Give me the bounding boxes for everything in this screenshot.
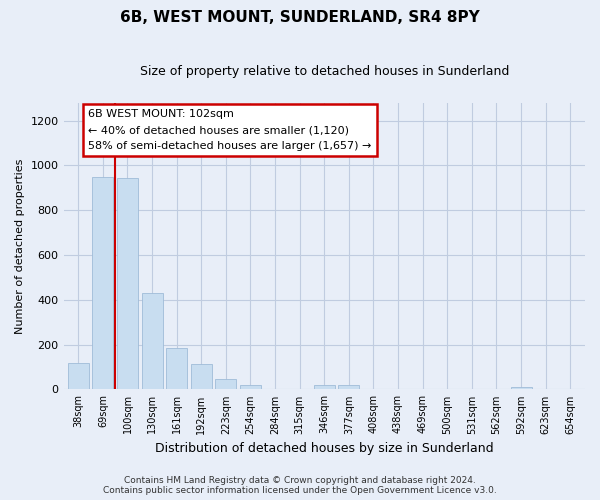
Text: 6B WEST MOUNT: 102sqm
← 40% of detached houses are smaller (1,120)
58% of semi-d: 6B WEST MOUNT: 102sqm ← 40% of detached … xyxy=(88,110,371,150)
Bar xyxy=(314,386,335,390)
Title: Size of property relative to detached houses in Sunderland: Size of property relative to detached ho… xyxy=(140,65,509,78)
Bar xyxy=(166,348,187,390)
Text: 6B, WEST MOUNT, SUNDERLAND, SR4 8PY: 6B, WEST MOUNT, SUNDERLAND, SR4 8PY xyxy=(120,10,480,25)
Bar xyxy=(240,384,261,390)
Bar xyxy=(215,379,236,390)
Text: Contains HM Land Registry data © Crown copyright and database right 2024.
Contai: Contains HM Land Registry data © Crown c… xyxy=(103,476,497,495)
X-axis label: Distribution of detached houses by size in Sunderland: Distribution of detached houses by size … xyxy=(155,442,494,455)
Bar xyxy=(92,176,113,390)
Y-axis label: Number of detached properties: Number of detached properties xyxy=(15,158,25,334)
Bar xyxy=(117,178,138,390)
Bar xyxy=(68,362,89,390)
Bar xyxy=(511,386,532,390)
Bar xyxy=(191,364,212,390)
Bar xyxy=(142,293,163,390)
Bar xyxy=(338,386,359,390)
